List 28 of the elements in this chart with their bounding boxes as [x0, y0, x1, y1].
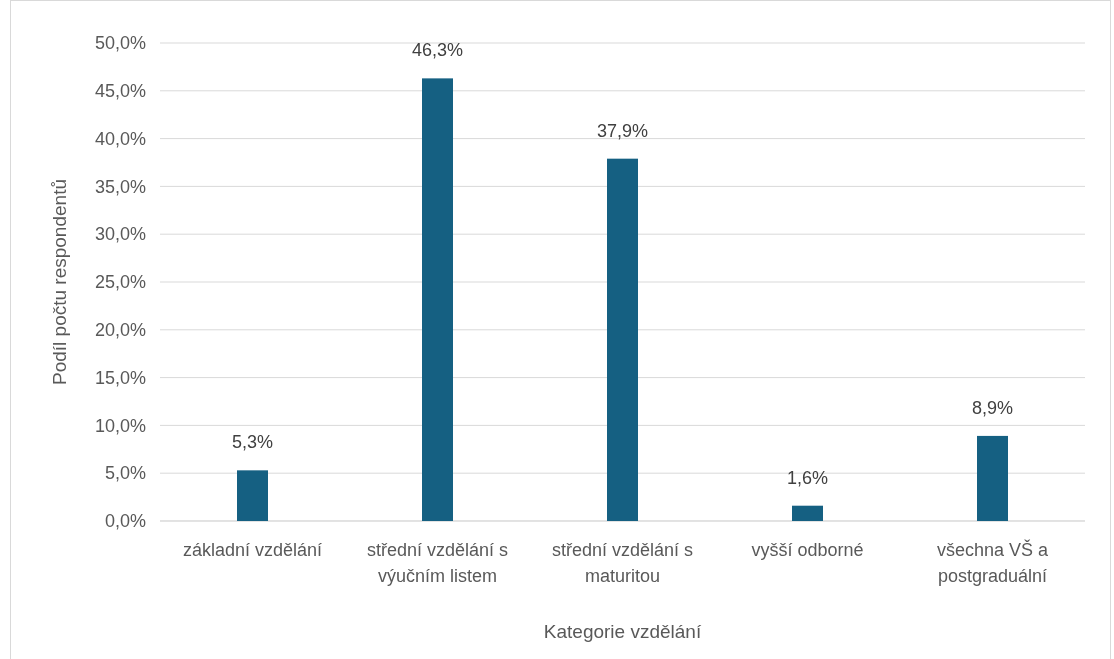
- bar: [237, 470, 268, 521]
- y-tick-label: 0,0%: [104, 511, 146, 532]
- y-tick-label: 10,0%: [94, 415, 146, 436]
- x-tick-label: vyšší odborné: [751, 540, 864, 560]
- data-label: 5,3%: [231, 432, 274, 453]
- y-tick-label: 20,0%: [94, 320, 146, 341]
- x-axis-title: Kategorie vzdělání: [543, 621, 702, 642]
- data-label: 1,6%: [786, 467, 829, 488]
- bar: [607, 158, 638, 521]
- y-tick-label: 30,0%: [94, 224, 146, 245]
- data-label: 46,3%: [411, 40, 464, 61]
- bar: [792, 505, 823, 521]
- data-label: 37,9%: [596, 120, 649, 141]
- x-tick-label: střední vzdělání s výučním listem: [366, 540, 509, 586]
- bar: [422, 78, 453, 521]
- y-tick-label: 5,0%: [104, 463, 146, 484]
- y-tick-label: 35,0%: [94, 176, 146, 197]
- bar: [977, 435, 1008, 521]
- y-tick-label: 45,0%: [94, 81, 146, 102]
- y-tick-label: 25,0%: [94, 272, 146, 293]
- x-tick-label: základní vzdělání: [182, 540, 323, 560]
- y-tick-label: 50,0%: [94, 33, 146, 54]
- y-tick-label: 15,0%: [94, 367, 146, 388]
- y-axis-title: Podíl počtu respondentů: [49, 179, 70, 385]
- x-tick-label: všechna VŠ a postgraduální: [936, 539, 1050, 586]
- y-tick-label: 40,0%: [94, 128, 146, 149]
- data-label: 8,9%: [971, 397, 1014, 418]
- x-tick-label: střední vzdělání s maturitou: [551, 540, 694, 586]
